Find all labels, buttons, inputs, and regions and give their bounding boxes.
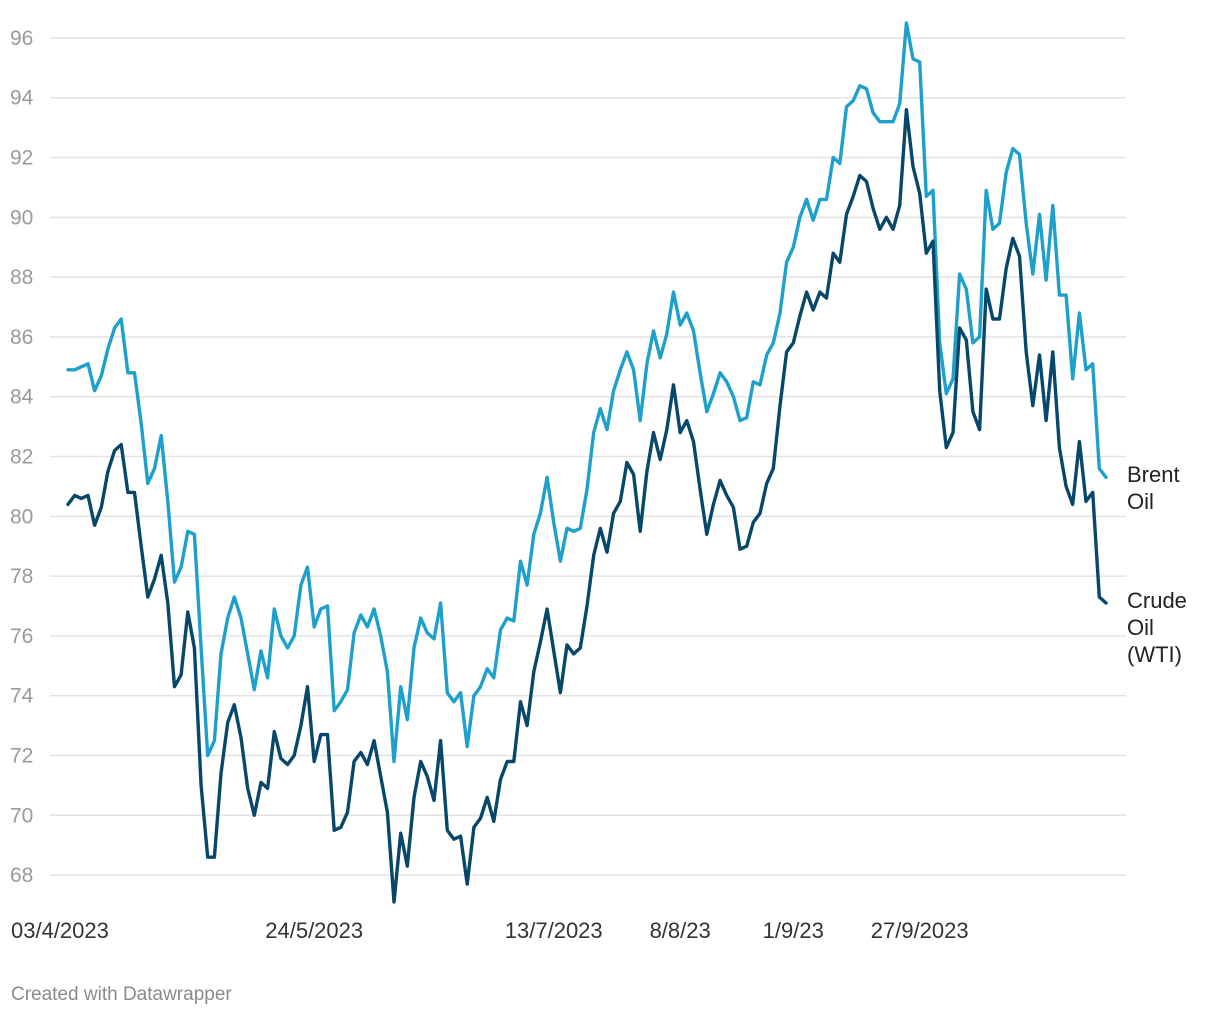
x-tick-label: 13/7/2023 <box>505 918 603 943</box>
y-tick-label: 68 <box>10 864 33 887</box>
y-tick-label: 86 <box>10 326 33 349</box>
footer-credit: Created with Datawrapper <box>11 984 232 1005</box>
y-tick-label: 80 <box>10 505 33 528</box>
y-tick-label: 78 <box>10 565 33 588</box>
x-tick-label: 8/8/23 <box>650 918 711 943</box>
series-label: Oil <box>1127 489 1154 514</box>
y-tick-label: 88 <box>10 266 33 289</box>
y-tick-label: 96 <box>10 27 33 50</box>
x-tick-label: 24/5/2023 <box>265 918 363 943</box>
y-tick-label: 84 <box>10 386 34 409</box>
x-tick-label: 03/4/2023 <box>11 918 109 943</box>
x-tick-label: 1/9/23 <box>763 918 824 943</box>
y-tick-label: 82 <box>10 446 33 469</box>
y-tick-label: 90 <box>10 206 33 229</box>
y-tick-label: 72 <box>10 745 33 768</box>
y-axis-ticks: 68 70 72 74 76 78 80 82 84 86 88 90 92 94 96 <box>10 27 34 887</box>
gridlines <box>50 37 1126 876</box>
y-tick-label: 76 <box>10 625 33 648</box>
series-label: (WTI) <box>1127 642 1182 667</box>
y-tick-label: 92 <box>10 147 33 170</box>
series-line-brent-oil <box>66 21 1108 764</box>
y-tick-label: 74 <box>10 685 34 708</box>
series-lines <box>66 21 1108 904</box>
y-tick-label: 70 <box>10 804 33 827</box>
series-line-crude-oil-wti <box>66 107 1108 904</box>
series-label: Brent <box>1127 462 1180 487</box>
series-label: Oil <box>1127 615 1154 640</box>
x-axis-ticks: 03/4/2023 24/5/2023 13/7/2023 8/8/23 1/9/23 2… <box>11 918 969 943</box>
y-tick-label: 94 <box>10 87 34 110</box>
series-label: Crude <box>1127 588 1187 613</box>
x-tick-label: 27/9/2023 <box>871 918 969 943</box>
